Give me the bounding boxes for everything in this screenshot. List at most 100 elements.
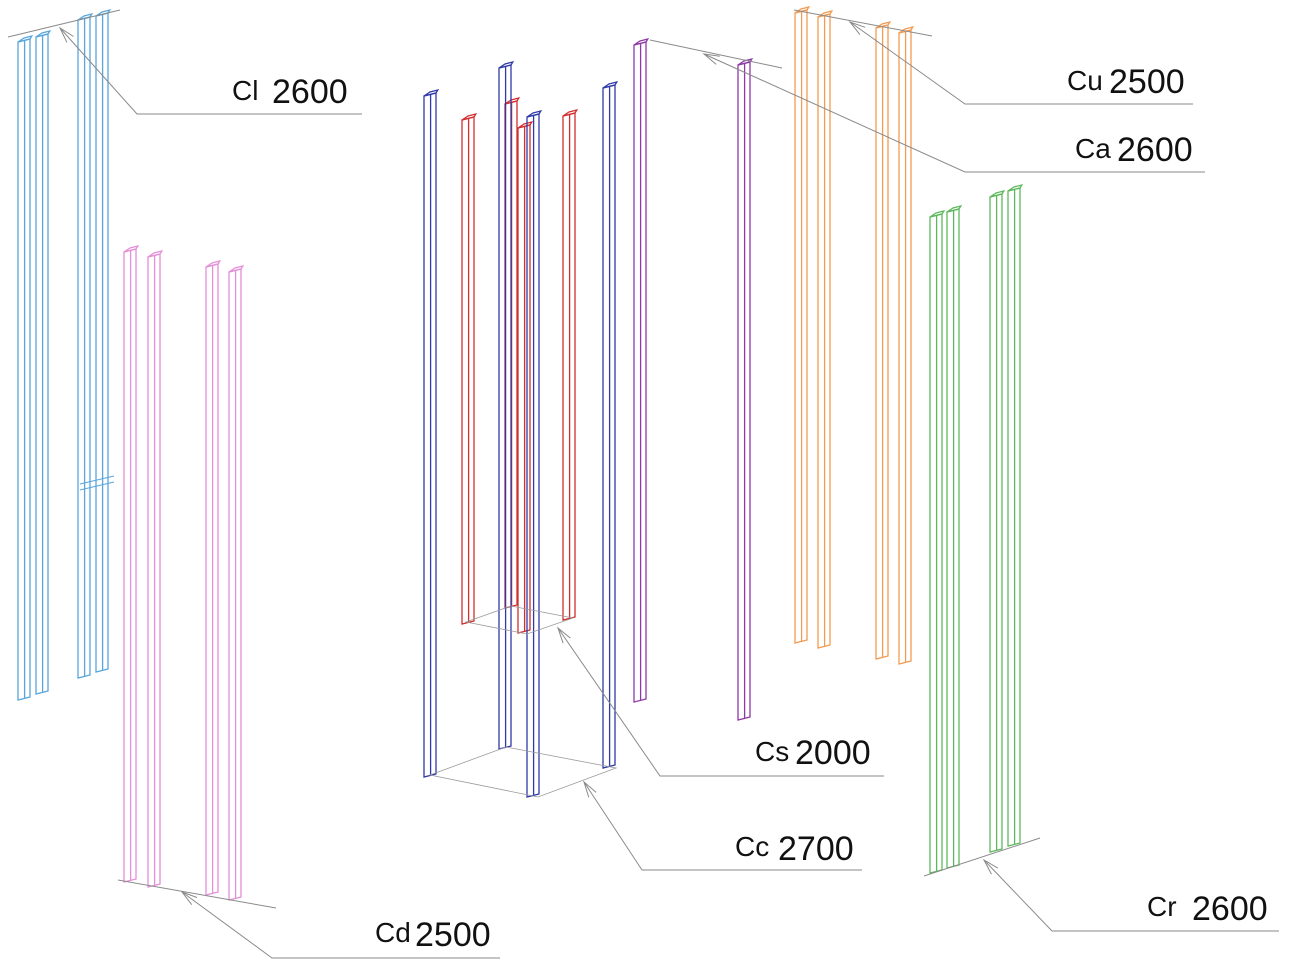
label-cs: Cs 2000	[755, 734, 871, 772]
bar-ca-2-cap	[737, 57, 754, 66]
label-cl: Cl 2600	[232, 73, 348, 111]
bar-cr-2	[946, 204, 963, 869]
label-cl-code: Cl	[232, 75, 258, 106]
leader-cu-arrowhead	[848, 20, 866, 35]
leader-cc-line	[583, 781, 862, 871]
bar-cd-3	[205, 259, 222, 896]
leader-ca-reference	[649, 39, 783, 69]
bar-cs-1-cap	[461, 112, 478, 121]
bar-cs-4	[562, 108, 579, 621]
bar-cu-3	[875, 20, 892, 660]
leader-cc	[583, 780, 862, 871]
bar-cr-3-cap	[989, 189, 1006, 198]
bar-cr-1	[929, 209, 946, 874]
label-ca-code: Ca	[1075, 133, 1111, 164]
bar-ca-1	[633, 37, 650, 703]
bar-cd-2	[147, 249, 164, 888]
bar-cd-1-cap	[123, 244, 140, 253]
bar-ca-2	[737, 57, 754, 721]
bars-layer	[17, 5, 1024, 901]
label-cs-code: Cs	[755, 736, 789, 767]
leader-cr	[923, 837, 1279, 932]
leader-cl-arrowhead	[58, 26, 74, 43]
bar-ca-1-cap	[633, 37, 650, 46]
bar-cu-2	[817, 9, 834, 649]
leaders-layer	[7, 9, 1279, 959]
label-cd-value: 2500	[415, 916, 491, 954]
bar-cd-4-cap	[228, 264, 245, 273]
label-cc-code: Cc	[735, 831, 769, 862]
bar-cs-2	[504, 96, 521, 609]
leader-cr-arrowhead	[982, 858, 999, 875]
bar-cc-1-cap	[423, 88, 440, 97]
bar-cd-2-cap	[147, 249, 164, 258]
bar-cs-3-cap	[517, 120, 534, 129]
cc-base-plane	[428, 746, 618, 798]
leader-ca	[649, 39, 1205, 173]
bar-cu-1	[794, 5, 811, 644]
label-cd-code: Cd	[375, 917, 411, 948]
bar-cc-1	[423, 88, 440, 778]
leader-ca-line	[703, 53, 1205, 173]
bar-cc-3	[526, 109, 543, 798]
bar-cd-4	[228, 264, 245, 901]
leader-cd-arrowhead	[180, 890, 198, 905]
bar-cc-4-cap	[602, 80, 619, 89]
bar-cu-3-cap	[875, 20, 892, 29]
bar-cl-3	[77, 12, 94, 679]
label-cs-value: 2000	[795, 734, 871, 772]
leader-cu-reference	[793, 9, 933, 37]
leader-cs	[556, 626, 884, 777]
label-cr-value: 2600	[1192, 890, 1268, 928]
label-ca-value: 2600	[1117, 131, 1193, 169]
bar-cr-3	[989, 189, 1006, 853]
bar-cl-1	[17, 34, 34, 701]
bar-cd-3-cap	[205, 259, 222, 268]
cs-base-plane	[464, 605, 575, 635]
bar-cr-2-cap	[946, 204, 963, 213]
label-cu-value: 2500	[1109, 63, 1185, 101]
bar-cc-3-cap	[526, 109, 543, 118]
bar-cs-3	[517, 120, 534, 634]
bar-cr-4	[1007, 183, 1024, 847]
leader-ca-arrowhead	[702, 53, 720, 65]
bar-cl-2-cap	[35, 29, 52, 38]
leader-cd	[117, 879, 500, 959]
leader-cr-reference	[923, 837, 1041, 877]
leader-cl	[7, 9, 362, 115]
leader-cr-line	[983, 859, 1279, 932]
label-cc-value: 2700	[778, 830, 854, 868]
bar-cl-1-cap	[17, 34, 34, 43]
label-cd: Cd 2500	[375, 916, 491, 954]
bar-cr-4-cap	[1007, 183, 1024, 192]
label-cr-code: Cr	[1147, 891, 1177, 922]
leader-cl-reference	[7, 9, 121, 38]
label-ca: Ca 2600	[1075, 131, 1193, 169]
leader-cc-arrowhead	[583, 780, 597, 798]
label-cl-value: 2600	[272, 73, 348, 111]
bar-cs-2-cap	[504, 96, 521, 105]
bar-cr-1-cap	[929, 209, 946, 218]
label-cc: Cc 2700	[735, 830, 854, 868]
leader-cu	[793, 9, 1193, 105]
cl-splice-mark	[79, 475, 115, 491]
leader-cu-line	[849, 21, 1193, 105]
bar-cs-4-cap	[562, 108, 579, 117]
bar-cd-1	[123, 244, 140, 883]
leader-cd-reference	[117, 879, 277, 909]
bar-cc-2-cap	[498, 60, 515, 69]
bar-cl-2	[35, 29, 52, 695]
leader-cs-line	[557, 627, 884, 777]
label-cr: Cr 2600	[1147, 890, 1268, 928]
bar-cu-2-cap	[817, 9, 834, 18]
bar-cu-1-cap	[794, 5, 811, 14]
bar-cs-1	[461, 112, 478, 625]
label-cu-code: Cu	[1067, 65, 1103, 96]
leader-cs-arrowhead	[556, 626, 571, 644]
bar-cc-2	[498, 60, 515, 750]
label-cu: Cu 2500	[1067, 63, 1185, 101]
leader-cd-line	[181, 891, 500, 959]
bar-cc-4	[602, 80, 619, 769]
bar-cl-4	[95, 8, 112, 673]
